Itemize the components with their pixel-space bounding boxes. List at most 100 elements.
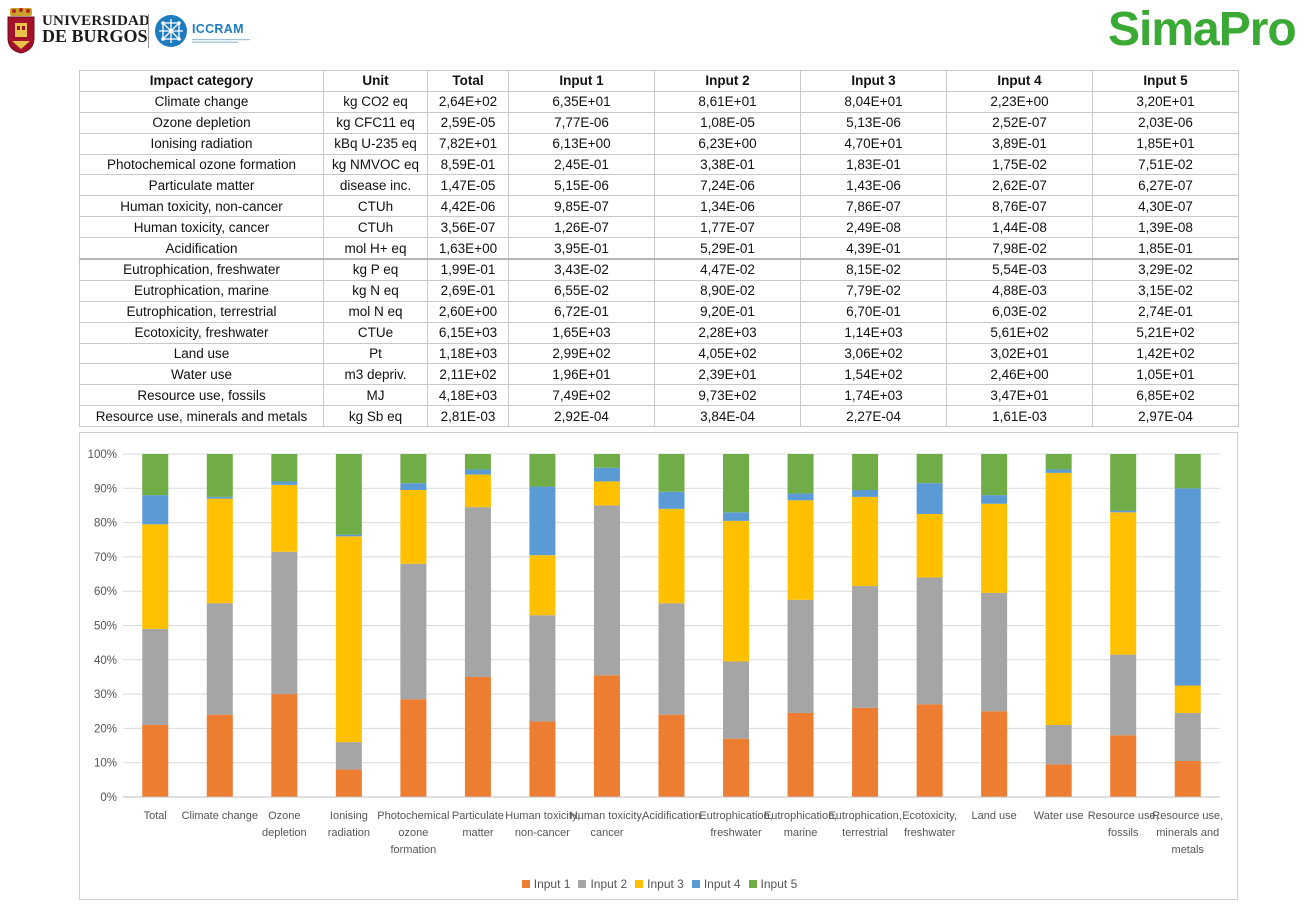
bar-segment-input-5 <box>271 454 298 482</box>
bar-segment-input-1 <box>916 704 943 797</box>
value-cell: 2,60E+00 <box>427 300 509 323</box>
value-cell: 2,27E-04 <box>800 405 947 428</box>
table-body: Climate change kg CO2 eq 2,64E+02 6,35E+01 8… <box>79 90 1239 428</box>
header-input-1: Input 1 <box>508 70 655 92</box>
x-tick-label: Ionising <box>330 810 368 822</box>
header-input-2: Input 2 <box>654 70 801 92</box>
bar-segment-input-1 <box>335 769 362 797</box>
impact-category-cell: Photochemical ozone formation <box>79 153 324 176</box>
value-cell: 6,35E+01 <box>508 90 655 113</box>
value-cell: 4,70E+01 <box>800 132 947 155</box>
bar-segment-input-4 <box>787 493 814 501</box>
bar-segment-input-1 <box>593 675 620 797</box>
bar-segment-input-1 <box>658 714 685 797</box>
header-unit: Unit <box>323 70 428 92</box>
x-tick-label: Water use <box>1034 810 1084 822</box>
value-cell: 4,39E-01 <box>800 237 947 260</box>
x-tick-label: matter <box>462 827 494 839</box>
bar-segment-input-5 <box>142 454 169 496</box>
header: UNIVERSIDAD DE BURGOS ICCRAM S <box>0 0 1312 66</box>
table-row: Resource use, fossils MJ 4,18E+03 7,49E+02 9… <box>79 384 1239 407</box>
x-tick-label: Climate change <box>182 810 258 822</box>
legend-swatch <box>635 880 644 888</box>
x-tick-label: minerals and <box>1156 827 1219 839</box>
value-cell: 1,75E-02 <box>946 153 1093 176</box>
value-cell: 4,30E-07 <box>1092 195 1239 218</box>
bar-segment-input-1 <box>142 724 169 797</box>
unit-cell: mol N eq <box>323 300 428 323</box>
bar-segment-input-2 <box>787 599 814 713</box>
value-cell: 2,97E-04 <box>1092 405 1239 428</box>
value-cell: 5,15E-06 <box>508 174 655 197</box>
value-cell: 2,49E-08 <box>800 216 947 239</box>
impact-category-cell: Eutrophication, freshwater <box>79 257 324 281</box>
x-tick-label: Land use <box>972 810 1017 822</box>
bar-segment-input-5 <box>787 454 814 494</box>
unit-cell: kg N eq <box>323 279 428 302</box>
bar-segment-input-2 <box>271 551 298 695</box>
bar-segment-input-1 <box>529 721 556 797</box>
value-cell: 5,29E-01 <box>654 237 801 260</box>
value-cell: 1,77E-07 <box>654 216 801 239</box>
bar-segment-input-5 <box>593 454 620 468</box>
value-cell: 9,85E-07 <box>508 195 655 218</box>
x-tick-label: terrestrial <box>842 827 888 839</box>
y-tick-label: 10% <box>94 758 117 770</box>
bar-segment-input-3 <box>335 536 362 743</box>
bar-segment-input-1 <box>852 707 879 797</box>
x-tick-label: Human toxicity, <box>505 810 579 822</box>
bar-segment-input-4 <box>142 495 169 525</box>
value-cell: 1,61E-03 <box>946 405 1093 428</box>
bar-segment-input-5 <box>1045 454 1072 470</box>
bar-segment-input-1 <box>787 712 814 797</box>
x-tick-label: Eutrophication, <box>764 810 837 822</box>
bar-segment-input-1 <box>206 714 233 797</box>
x-tick-label: formation <box>390 844 436 856</box>
y-tick-label: 100% <box>88 449 117 461</box>
impact-category-cell: Ozone depletion <box>79 111 324 134</box>
unit-cell: kg CFC11 eq <box>323 111 428 134</box>
x-tick-label: metals <box>1172 844 1205 856</box>
table-row: Particulate matter disease inc. 1,47E-05 5,… <box>79 174 1239 197</box>
simapro-logo: SimaPro <box>1108 3 1297 56</box>
y-tick-label: 70% <box>94 552 117 564</box>
value-cell: 3,06E+02 <box>800 342 947 365</box>
chart-legend: Input 1 Input 2 Input 3 Input 4 Input 5 <box>80 877 1239 891</box>
bar-segment-input-1 <box>1110 735 1137 797</box>
university-crest-icon <box>7 8 35 54</box>
bar-segment-input-1 <box>400 699 427 797</box>
value-cell: 5,21E+02 <box>1092 321 1239 344</box>
unit-cell: kg CO2 eq <box>323 90 428 113</box>
logo-divider <box>148 14 149 48</box>
unit-cell: m3 depriv. <box>323 363 428 386</box>
bar-segment-input-5 <box>1110 454 1137 511</box>
value-cell: 5,61E+02 <box>946 321 1093 344</box>
table-row: Eutrophication, freshwater kg P eq 1,99E-0… <box>79 257 1239 281</box>
legend-item: Input 3 <box>635 877 684 891</box>
value-cell: 3,29E-02 <box>1092 257 1239 281</box>
bar-segment-input-3 <box>1045 472 1072 725</box>
value-cell: 3,43E-02 <box>508 257 655 281</box>
x-tick-label: Eutrophication, <box>828 810 901 822</box>
value-cell: 5,54E-03 <box>946 257 1093 281</box>
value-cell: 3,56E-07 <box>427 216 509 239</box>
bar-segment-input-4 <box>1174 488 1201 686</box>
bar-segment-input-3 <box>400 490 427 564</box>
iccram-network-icon <box>155 15 187 47</box>
header-input-4: Input 4 <box>946 70 1093 92</box>
value-cell: 7,24E-06 <box>654 174 801 197</box>
legend-label: Input 4 <box>703 877 741 891</box>
value-cell: 3,02E+01 <box>946 342 1093 365</box>
value-cell: 8,59E-01 <box>427 153 509 176</box>
value-cell: 5,13E-06 <box>800 111 947 134</box>
y-tick-label: 90% <box>94 483 117 495</box>
impact-category-cell: Resource use, minerals and metals <box>79 405 324 428</box>
bar-segment-input-5 <box>723 454 750 513</box>
value-cell: 3,84E-04 <box>654 405 801 428</box>
table-row: Photochemical ozone formation kg NMVOC eq… <box>79 153 1239 176</box>
x-tick-label: Particulate <box>452 810 504 822</box>
impact-category-cell: Resource use, fossils <box>79 384 324 407</box>
legend-item: Input 5 <box>748 877 797 891</box>
x-tick-label: Total <box>144 810 167 822</box>
value-cell: 1,43E-06 <box>800 174 947 197</box>
